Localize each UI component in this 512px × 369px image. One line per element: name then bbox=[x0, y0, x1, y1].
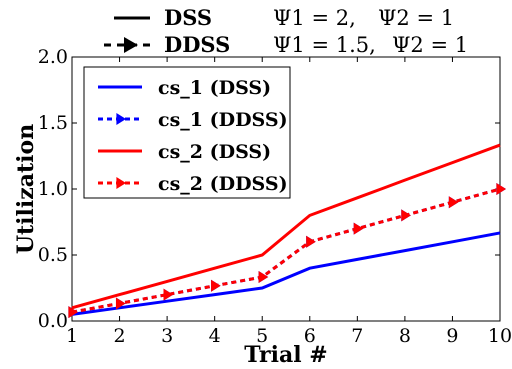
header-ddss-name: DDSS bbox=[164, 32, 230, 57]
series-0 bbox=[71, 231, 501, 316]
header-ddss-psi1: Ψ1 = 1.5, bbox=[273, 33, 376, 57]
data-point bbox=[448, 196, 459, 209]
y-axis-label: Utilization bbox=[13, 124, 39, 254]
legend: cs_1 (DSS) cs_1 (DDSS) cs_2 (DSS) cs_2 (DDS… bbox=[83, 66, 291, 199]
data-point bbox=[258, 271, 269, 284]
series-layer bbox=[68, 143, 506, 319]
x-tick-label: 9 bbox=[446, 325, 458, 347]
header-dss-psi1: Ψ1 = 2, bbox=[273, 6, 356, 30]
legend-label: cs_1 (DSS) bbox=[158, 77, 271, 99]
data-point bbox=[163, 288, 174, 301]
series-line bbox=[71, 187, 501, 314]
y-tick-label: 0.0 bbox=[38, 310, 68, 332]
data-point bbox=[401, 209, 411, 222]
x-axis-label: Trial # bbox=[244, 342, 327, 368]
header-legend: DSS Ψ1 = 2, Ψ2 = 1 DDSS Ψ1 = 1.5, Ψ2 = 1 bbox=[104, 5, 468, 57]
series-line bbox=[71, 187, 501, 314]
x-tick-label: 4 bbox=[209, 325, 221, 347]
data-point bbox=[496, 183, 506, 195]
data-point bbox=[211, 279, 221, 292]
legend-marker bbox=[116, 177, 126, 189]
legend-marker bbox=[116, 113, 126, 125]
x-tick-label: 8 bbox=[399, 325, 411, 347]
series-line bbox=[71, 231, 501, 316]
series-line bbox=[71, 143, 501, 310]
series-3 bbox=[68, 183, 506, 319]
y-tick-label: 0.5 bbox=[38, 244, 68, 266]
header-ddss-psi2: Ψ2 = 1 bbox=[392, 33, 468, 57]
data-point bbox=[68, 306, 78, 319]
x-tick-label: 5 bbox=[256, 325, 268, 347]
legend-label: cs_1 (DDSS) bbox=[158, 109, 288, 131]
x-tick-label: 6 bbox=[304, 325, 316, 347]
legend-label: cs_2 (DDSS) bbox=[158, 173, 288, 195]
data-point bbox=[306, 235, 316, 248]
header-dashed-marker bbox=[124, 37, 138, 53]
x-tick-label: 10 bbox=[488, 325, 512, 347]
y-tick-label: 1.5 bbox=[38, 112, 68, 134]
axis-ticks: 1 2 3 4 5 6 7 8 9 10 0.0 0.5 1.0 1.5 2.0 bbox=[38, 46, 512, 347]
header-dss-psi2: Ψ2 = 1 bbox=[378, 6, 454, 30]
data-point bbox=[115, 297, 126, 310]
x-tick-label: 3 bbox=[161, 325, 173, 347]
header-dss-name: DSS bbox=[164, 5, 212, 30]
legend-box bbox=[83, 66, 291, 199]
x-tick-label: 7 bbox=[351, 325, 363, 347]
series-1 bbox=[68, 183, 506, 319]
series-2 bbox=[71, 143, 501, 310]
legend-label: cs_2 (DSS) bbox=[158, 141, 271, 163]
x-tick-label: 2 bbox=[114, 325, 126, 347]
y-tick-label: 2.0 bbox=[38, 46, 68, 68]
y-tick-label: 1.0 bbox=[38, 178, 68, 200]
x-tick-label: 1 bbox=[66, 325, 78, 347]
data-point bbox=[353, 222, 364, 235]
